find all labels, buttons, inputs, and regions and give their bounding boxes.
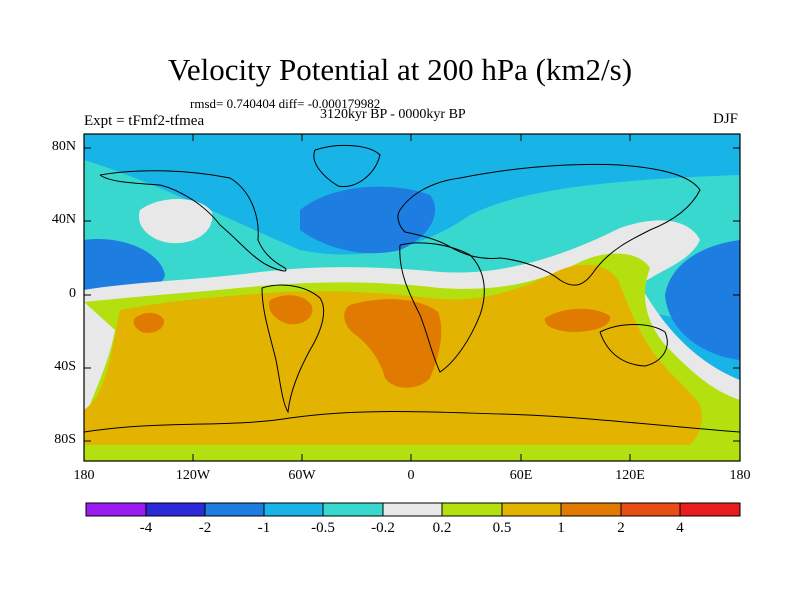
colorbar	[85, 502, 741, 517]
x-label-60w: 60W	[288, 468, 316, 483]
colorbar-label-4: -0.5	[311, 520, 335, 536]
y-label-40s: 40S	[54, 359, 76, 374]
colorbar-label-7: 0.5	[492, 520, 512, 536]
coastline-antarctica	[84, 411, 740, 433]
x-ticks	[83, 134, 741, 461]
map-frame	[83, 133, 741, 462]
colorbar-label-5: -0.2	[371, 520, 395, 536]
colorbar-label-9: 2	[617, 520, 625, 536]
colorbar-box-2	[145, 502, 206, 517]
field-mid-blue-atlantic	[300, 186, 436, 254]
colorbar-box-7	[441, 502, 503, 517]
y-label-0: 0	[69, 286, 76, 301]
colorbar-label-10: 4	[676, 520, 684, 536]
field-white-pacific	[138, 198, 213, 244]
coastlines	[84, 145, 740, 433]
field-mid-blue-east-pacific	[84, 239, 165, 296]
season-label: DJF	[712, 111, 738, 127]
colorbar-label-8: 1	[557, 520, 565, 536]
coastline-africa	[399, 242, 485, 373]
coastline-australia	[599, 324, 668, 367]
x-label-0: 0	[407, 468, 415, 483]
colorbar-box-1	[85, 502, 147, 517]
colorbar-box-11	[679, 502, 741, 517]
colorbar-label-3: -1	[257, 520, 271, 536]
y-label-80s: 80S	[54, 432, 76, 447]
colorbar-box-9	[560, 502, 622, 517]
coastline-south-america	[261, 284, 325, 414]
field-orange-indian-ocean	[544, 308, 611, 332]
field-orange-south-america	[269, 295, 313, 325]
field-orange-atlantic-africa	[344, 299, 442, 388]
coastline-north-america	[99, 170, 287, 272]
coastline-greenland	[313, 145, 381, 188]
colorbar-label-2: -2	[198, 520, 212, 536]
colorbar-box-8	[501, 502, 562, 517]
y-label-40n: 40N	[51, 212, 76, 227]
map-title: Velocity Potential at 200 hPa (km2/s)	[167, 52, 633, 87]
x-label-180-east: 180	[729, 468, 751, 483]
x-label-180-west: 180	[73, 468, 95, 483]
colorbar-box-4	[263, 502, 324, 517]
colorbar-box-10	[620, 502, 681, 517]
colorbar-box-3	[204, 502, 265, 517]
experiment-label: Expt = tFmf2-tfmea	[84, 113, 205, 129]
colorbar-label-6: 0.2	[432, 520, 452, 536]
y-ticks	[84, 147, 740, 442]
field-orange-south-pacific	[133, 312, 165, 333]
x-label-120w: 120W	[175, 468, 211, 483]
field-mid-blue-west-pacific	[665, 240, 740, 360]
colorbar-label-1: -4	[139, 520, 153, 536]
time-period: 3120kyr BP - 0000kyr BP	[320, 107, 466, 122]
x-label-120e: 120E	[615, 468, 645, 483]
rmsd-diff-stats: rmsd= 0.740404 diff= -0.000179982	[190, 96, 381, 111]
y-label-80n: 80N	[51, 139, 76, 154]
colorbar-box-6	[382, 502, 443, 517]
colorbar-box-5	[322, 502, 384, 517]
x-label-60e: 60E	[509, 468, 533, 483]
